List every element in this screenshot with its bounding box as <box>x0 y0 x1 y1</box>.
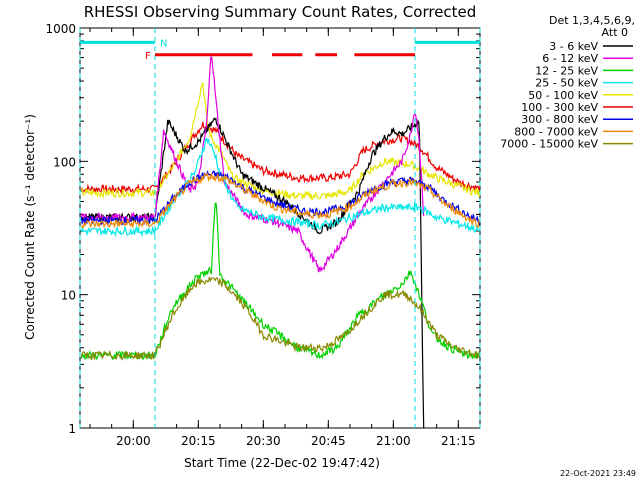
x-tick-label: 20:15 <box>181 434 216 448</box>
legend-label: 300 - 800 keV <box>521 113 598 126</box>
timestamp: 22-Oct-2021 23:49 <box>560 469 636 478</box>
series-line-100-300-keV <box>80 121 480 195</box>
x-tick-label: 20:45 <box>311 434 346 448</box>
plot-frame <box>79 27 481 429</box>
y-tick-label: 1 <box>68 422 76 436</box>
legend-label: 12 - 25 keV <box>535 64 598 77</box>
legend-label: 100 - 300 keV <box>521 101 598 114</box>
n-flag-label: N <box>160 38 167 49</box>
series-line-800-7000-keV <box>81 172 480 229</box>
x-tick-label: 20:00 <box>116 434 151 448</box>
series-line-12-25-keV <box>80 202 480 361</box>
legend-label: 3 - 6 keV <box>549 40 598 53</box>
y-tick-label: 1000 <box>45 22 76 36</box>
legend-header-line-2: Att 0 <box>602 26 628 39</box>
legend-header-line-1: Det 1,3,4,5,6,9, <box>549 14 635 27</box>
plot-area: 1 10 100 1000 20:00 20:15 20:30 20:45 21:00 21:15… <box>45 22 481 448</box>
legend-label: 6 - 12 keV <box>542 52 598 65</box>
series-line-25-50-keV <box>80 137 480 238</box>
legend-label: 50 - 100 keV <box>528 89 598 102</box>
f-flag-label: F <box>145 51 151 62</box>
series-line-7000-15000-keV <box>80 276 480 361</box>
y-axis-label: Corrected Count Rate (s⁻¹ detector⁻¹) <box>23 114 37 340</box>
legend-label: 800 - 7000 keV <box>514 125 598 138</box>
legend-label: 25 - 50 keV <box>535 77 598 90</box>
series-line-50-100-keV <box>80 82 480 200</box>
x-tick-label: 20:30 <box>246 434 281 448</box>
x-axis-label: Start Time (22-Dec-02 19:47:42) <box>184 456 380 470</box>
y-tick-label: 10 <box>61 289 76 303</box>
chart-title: RHESSI Observing Summary Count Rates, Co… <box>84 3 477 21</box>
y-tick-label: 100 <box>53 155 76 169</box>
legend-label: 7000 - 15000 keV <box>500 138 598 151</box>
x-tick-label: 21:15 <box>441 434 476 448</box>
x-tick-label: 21:00 <box>376 434 411 448</box>
